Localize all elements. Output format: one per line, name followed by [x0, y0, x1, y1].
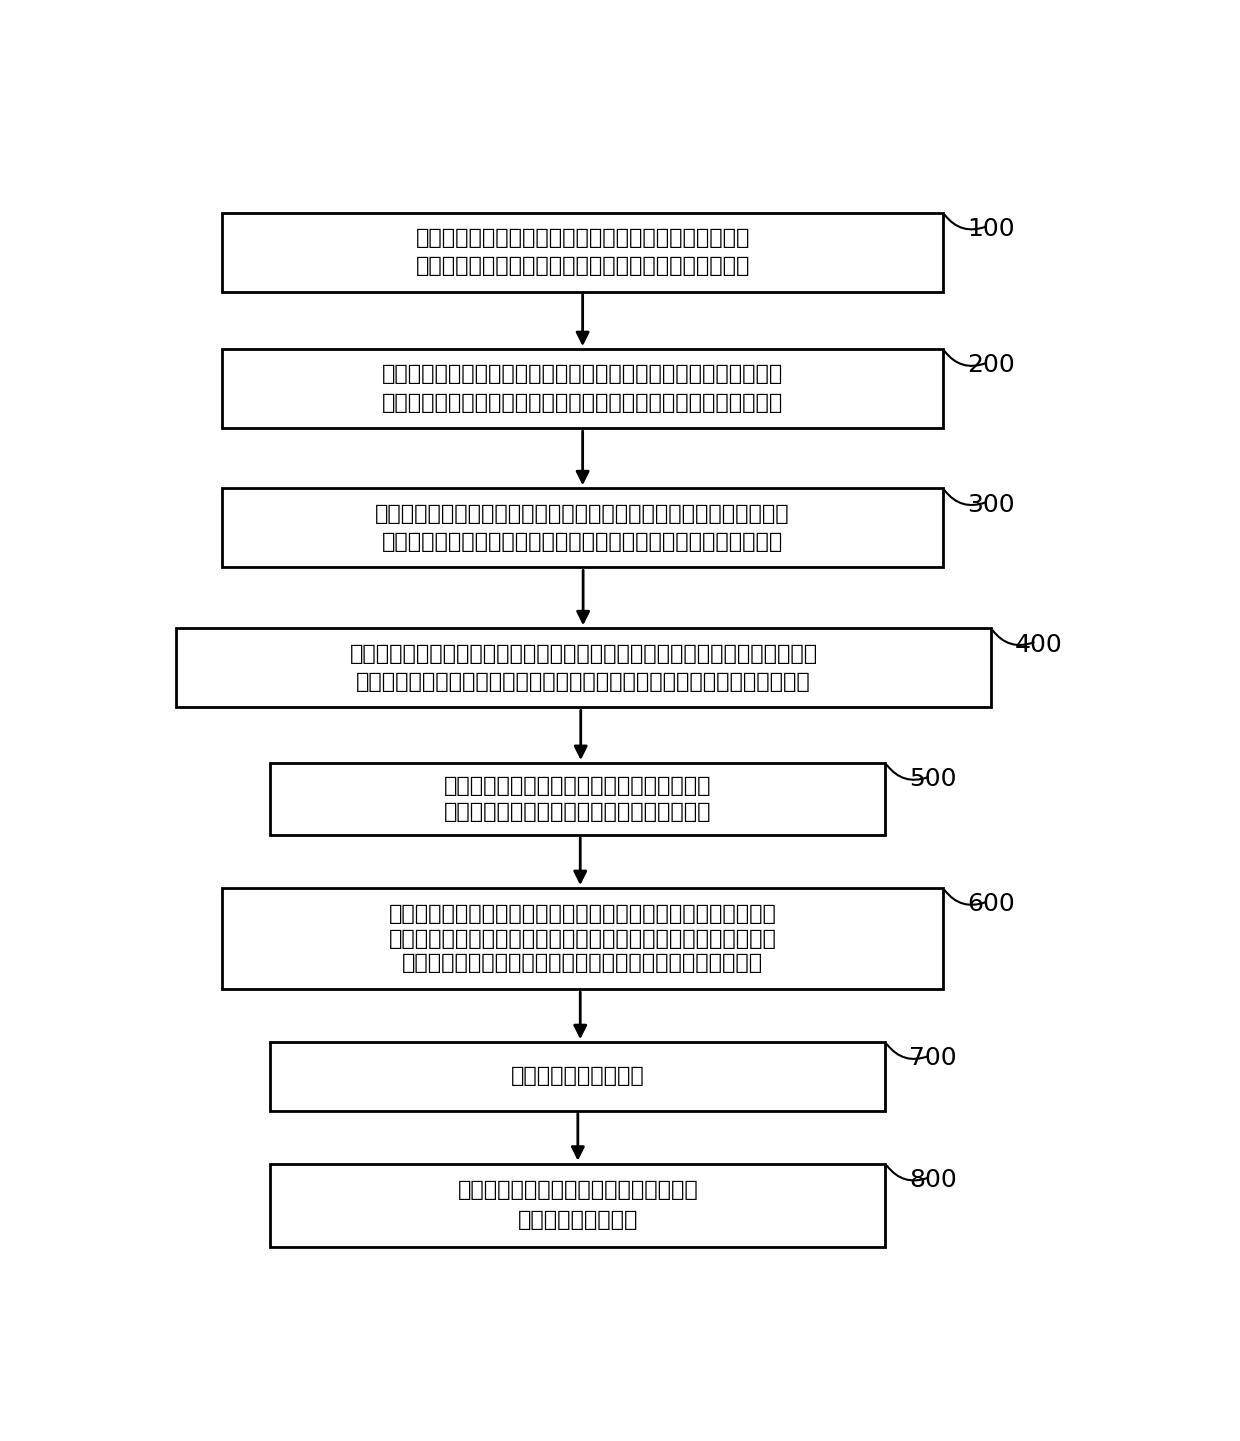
Text: 攻击所述路名空间尺度模型、所述路段空间尺: 攻击所述路名空间尺度模型、所述路段空间尺 — [444, 777, 712, 795]
Bar — [222, 349, 942, 428]
Bar — [270, 1164, 885, 1248]
Text: 段节点间的连接线，构建路段道路网络模型，获得路段空间尺度模型: 段节点间的连接线，构建路段道路网络模型，获得路段空间尺度模型 — [382, 532, 784, 552]
Text: 200: 200 — [967, 353, 1014, 378]
Text: 300: 300 — [967, 493, 1014, 516]
Bar — [270, 1042, 885, 1111]
Text: 将所述社团聚集区域作为社团节点，将不同所述社团聚集区域之间的连接关系作: 将所述社团聚集区域作为社团节点，将不同所述社团聚集区域之间的连接关系作 — [350, 644, 817, 663]
Text: 区域的道路的鲁棒性: 区域的道路的鲁棒性 — [517, 1210, 639, 1231]
Bar — [222, 888, 942, 990]
Text: 度模型和所述社团空间尺度模型中的部分节点: 度模型和所述社团空间尺度模型中的部分节点 — [444, 803, 712, 821]
Text: 700: 700 — [909, 1046, 957, 1071]
Bar — [222, 213, 942, 293]
Text: 根据所述鲁棒性评价指标值确定所述研究: 根据所述鲁棒性评价指标值确定所述研究 — [458, 1180, 698, 1200]
Text: 计算路名最大连通子图相对值、路段最大连通子图相对值、社团最: 计算路名最大连通子图相对值、路段最大连通子图相对值、社团最 — [388, 905, 776, 924]
Text: 名节点间的连接线，构建路名道路网络模型，获得路名空间尺度模型: 名节点间的连接线，构建路名道路网络模型，获得路名空间尺度模型 — [382, 393, 784, 414]
Text: 计算鲁棒性评价指标值: 计算鲁棒性评价指标值 — [511, 1066, 645, 1087]
Text: 600: 600 — [967, 892, 1014, 916]
Text: 社团连通效率相对值；路名圈数率、路段圈数率、社团圈数率: 社团连通效率相对值；路名圈数率、路段圈数率、社团圈数率 — [402, 953, 763, 973]
Text: 400: 400 — [1016, 633, 1063, 657]
Text: 所述道路网络获取所有道路的路名、路段、社团聚集区域: 所述道路网络获取所有道路的路名、路段、社团聚集区域 — [415, 256, 750, 277]
Text: 100: 100 — [967, 218, 1014, 241]
Text: 将所述路名作为路名节点，将不同所述路名的路段交叉口作为所述路: 将所述路名作为路名节点，将不同所述路名的路段交叉口作为所述路 — [382, 365, 784, 385]
Text: 大连通子图相对值；路名连通效率相对值、路段连通效率相对值、: 大连通子图相对值；路名连通效率相对值、路段连通效率相对值、 — [388, 928, 776, 948]
Text: 将所述路段作为路段节点，将不同所述路段之间的连接关系作为所述路: 将所述路段作为路段节点，将不同所述路段之间的连接关系作为所述路 — [376, 503, 790, 523]
Bar — [270, 762, 885, 836]
Bar — [222, 488, 942, 568]
Text: 为所述社团节点间的连接线，构建社团道路网络模型，获得社团空间尺度模型: 为所述社团节点间的连接线，构建社团道路网络模型，获得社团空间尺度模型 — [356, 672, 811, 692]
Text: 500: 500 — [909, 768, 957, 791]
Bar — [176, 628, 991, 708]
Text: 800: 800 — [909, 1169, 957, 1192]
Text: 确定研究区域，所述研究区域的道路构成道路网络，根据: 确定研究区域，所述研究区域的道路构成道路网络，根据 — [415, 228, 750, 248]
